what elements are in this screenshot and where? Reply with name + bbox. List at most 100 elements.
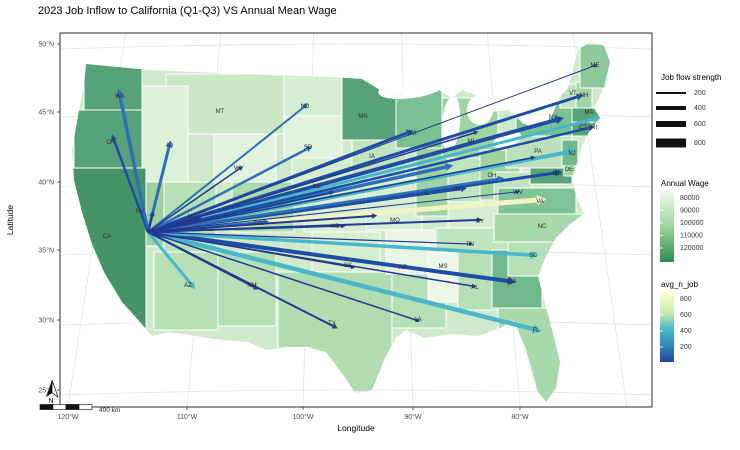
flow-line-SC — [147, 230, 532, 257]
state-label-ME: ME — [591, 63, 600, 69]
flow-arrowhead-MA — [593, 115, 601, 123]
flow-arrowhead-SD — [305, 146, 313, 152]
flow-line-ND — [147, 106, 305, 233]
avg-tick-label: 200 — [680, 344, 692, 351]
wage-colorbar — [660, 192, 674, 262]
map-decorations: N 400 km — [39, 379, 120, 414]
flow-line-WV — [147, 191, 517, 233]
state-label-NM: NM — [247, 283, 256, 289]
legend-avg-n-job: avg_n_job 800 600 400 200 — [660, 280, 698, 362]
flow-line-CT — [147, 126, 590, 234]
y-tick-label: 50°N — [38, 41, 54, 49]
x-tick-label: 80°W — [511, 413, 529, 421]
state-label-PA: PA — [534, 149, 542, 155]
state-label-AR: AR — [399, 265, 408, 271]
legend-annual-wage: Annual Wage 80000 90000 100000 110000 120000 — [660, 179, 709, 262]
state-label-WI: WI — [409, 131, 417, 137]
state-label-NY: NY — [549, 115, 557, 121]
state-label-ND: ND — [301, 104, 310, 110]
state-label-TX: TX — [328, 321, 336, 327]
panel-border — [59, 32, 653, 408]
flow-line-MI — [147, 132, 475, 233]
wage-tick-label: 110000 — [680, 232, 703, 239]
state-labels: MT WY CO NM AZ UT NV ID WA OR CA ND SD NE KS OK TX MN IA MO… — [103, 63, 600, 334]
state-label-FL: FL — [532, 328, 540, 334]
flow-arrowhead-WA — [116, 88, 124, 97]
state-label-AZ: AZ — [184, 283, 192, 289]
state-label-VA: VA — [536, 199, 544, 205]
y-axis-title: Latitude — [5, 205, 15, 236]
scale-bar-segment — [65, 404, 80, 410]
state-label-CO: CO — [254, 221, 263, 227]
flow-arrowhead-ND — [302, 103, 309, 110]
state-label-GA: GA — [508, 279, 517, 285]
state-shape-SD — [283, 115, 343, 159]
x-axis-title: Longitude — [337, 423, 375, 433]
flow-arrowhead-MD — [554, 169, 562, 177]
y-tick-label: 30°N — [38, 317, 54, 325]
state-label-NC: NC — [538, 224, 547, 230]
flow-line-WY — [147, 168, 240, 233]
flow-arrowhead-CT — [588, 124, 595, 132]
scale-bar-segment — [52, 404, 67, 410]
state-label-MT: MT — [216, 109, 225, 115]
wage-tick-label: 80000 — [680, 195, 700, 202]
flow-arrowhead-PA — [530, 155, 536, 161]
y-tick-label: 40°N — [38, 179, 54, 187]
state-label-NH: NH — [580, 93, 589, 99]
flow-line-SD — [147, 147, 308, 234]
state-label-UT: UT — [188, 214, 196, 220]
flow-arrowhead-FL — [531, 324, 542, 334]
state-shape-WY — [213, 133, 277, 183]
flow-arrowhead-NH — [575, 93, 584, 101]
flow-line-PA — [147, 157, 532, 233]
flow-arrowhead-TX — [331, 323, 338, 329]
wage-tick-label: 90000 — [680, 207, 700, 214]
state-label-NV: NV — [136, 209, 144, 215]
state-label-MN: MN — [358, 114, 367, 120]
state-label-DE: DE — [565, 167, 573, 173]
state-label-IA: IA — [369, 154, 375, 160]
flow-arrowhead-ID — [165, 140, 173, 148]
chart-title: 2023 Job Inflow to California (Q1-Q3) VS… — [38, 5, 337, 17]
flow-line-GA — [147, 230, 509, 283]
flow-line-FL — [147, 229, 534, 332]
state-label-OH: OH — [488, 173, 497, 179]
wage-tick-label: 100000 — [680, 220, 703, 227]
flow-arrowhead-OH — [497, 175, 504, 183]
flow-arrowhead-WI — [405, 129, 414, 137]
flow-arrowhead-AL — [471, 283, 477, 289]
flow-arrowhead-WV — [515, 190, 520, 194]
flow-legend-label: 200 — [694, 90, 706, 97]
flow-line-AZ — [146, 231, 193, 285]
avg-tick-label: 400 — [680, 328, 692, 335]
state-label-WA: WA — [115, 94, 124, 100]
state-label-MO: MO — [390, 218, 400, 224]
scale-bar — [39, 404, 93, 410]
state-label-MA: MA — [585, 110, 594, 116]
flow-line-MO — [147, 215, 373, 233]
state-label-CT: CT — [579, 125, 587, 131]
state-label-MS: MS — [439, 264, 448, 270]
state-label-ID: ID — [167, 143, 174, 149]
flow-lines — [110, 64, 601, 334]
state-label-WV: WV — [513, 190, 523, 196]
flow-arrowhead-NM — [252, 284, 259, 290]
flow-arrowhead-OK — [350, 264, 356, 270]
flow-line-ME — [147, 65, 595, 233]
north-label: N — [48, 398, 53, 405]
flow-arrowhead-IL — [445, 163, 454, 171]
flow-arrowhead-IN — [460, 185, 467, 193]
flow-arrowhead-WY — [237, 166, 243, 171]
state-label-AL: AL — [471, 285, 479, 291]
flow-arrowhead-ME — [593, 64, 598, 68]
flow-arrowhead-MI — [473, 130, 479, 136]
state-label-IN: IN — [454, 187, 460, 193]
flow-line-NH — [147, 95, 578, 234]
legend-avg-title: avg_n_job — [661, 280, 698, 289]
state-label-VT: VT — [569, 91, 577, 97]
legend-flow-title: Job flow strength — [661, 73, 721, 82]
state-label-KY: KY — [476, 219, 484, 225]
